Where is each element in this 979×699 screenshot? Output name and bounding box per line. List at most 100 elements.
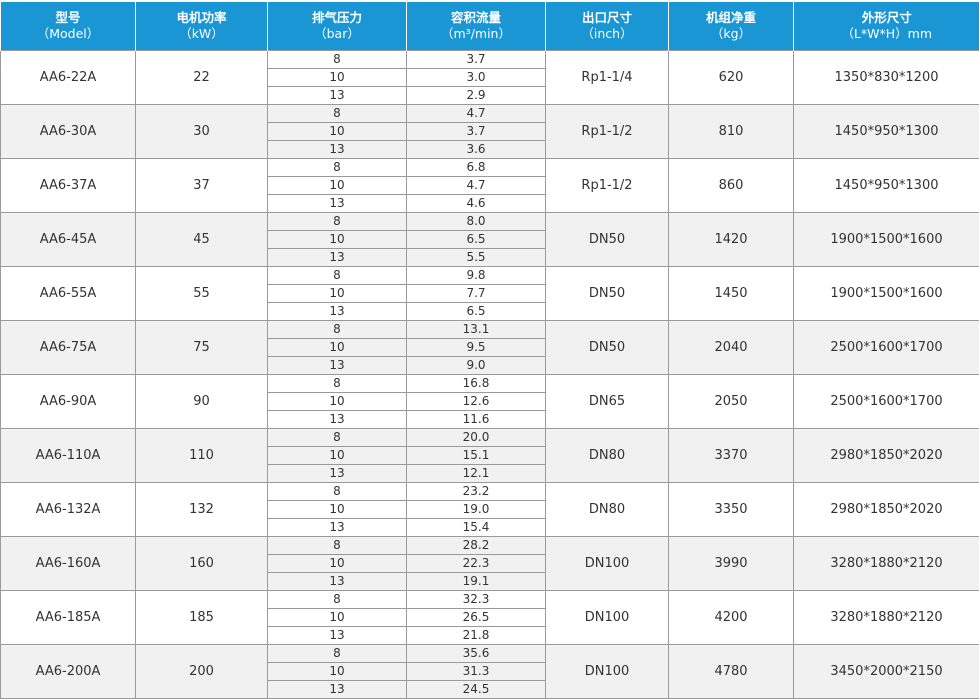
flow-cell: 3.0 — [407, 69, 546, 87]
model-cell: AA6-45A — [1, 213, 136, 267]
weight-cell: 4200 — [669, 591, 794, 645]
pressure-cell: 13 — [268, 627, 407, 645]
header-title: 外形尺寸 — [794, 10, 979, 26]
header-unit: （L*W*H）mm — [794, 26, 979, 42]
power-cell: 185 — [136, 591, 268, 645]
pressure-cell: 13 — [268, 681, 407, 699]
header-row: 型号（Model）电机功率（kW）排气压力（bar）容积流量（m³/min）出口… — [1, 2, 979, 51]
flow-cell: 26.5 — [407, 609, 546, 627]
flow-cell: 9.5 — [407, 339, 546, 357]
flow-cell: 4.7 — [407, 177, 546, 195]
weight-cell: 3350 — [669, 483, 794, 537]
weight-cell: 1450 — [669, 267, 794, 321]
power-cell: 45 — [136, 213, 268, 267]
pressure-cell: 10 — [268, 609, 407, 627]
pressure-cell: 8 — [268, 159, 407, 177]
model-cell: AA6-22A — [1, 51, 136, 105]
flow-cell: 4.6 — [407, 195, 546, 213]
weight-cell: 4780 — [669, 645, 794, 699]
model-cell: AA6-37A — [1, 159, 136, 213]
model-cell: AA6-75A — [1, 321, 136, 375]
dimensions-cell: 3280*1880*2120 — [794, 591, 979, 645]
pressure-cell: 10 — [268, 231, 407, 249]
model-cell: AA6-90A — [1, 375, 136, 429]
flow-cell: 6.5 — [407, 303, 546, 321]
pressure-cell: 8 — [268, 375, 407, 393]
flow-cell: 12.6 — [407, 393, 546, 411]
pressure-cell: 13 — [268, 573, 407, 591]
outlet-cell: DN100 — [546, 591, 669, 645]
pressure-cell: 8 — [268, 591, 407, 609]
header-dimensions: 外形尺寸（L*W*H）mm — [794, 2, 979, 51]
dimensions-cell: 2500*1600*1700 — [794, 321, 979, 375]
flow-cell: 5.5 — [407, 249, 546, 267]
model-cell: AA6-30A — [1, 105, 136, 159]
pressure-cell: 10 — [268, 555, 407, 573]
weight-cell: 3990 — [669, 537, 794, 591]
pressure-cell: 10 — [268, 393, 407, 411]
model-cell: AA6-185A — [1, 591, 136, 645]
pressure-cell: 8 — [268, 51, 407, 69]
flow-cell: 19.1 — [407, 573, 546, 591]
header-title: 机组净重 — [669, 10, 793, 26]
header-title: 电机功率 — [136, 10, 267, 26]
header-flow: 容积流量（m³/min） — [407, 2, 546, 51]
flow-cell: 31.3 — [407, 663, 546, 681]
weight-cell: 860 — [669, 159, 794, 213]
flow-cell: 24.5 — [407, 681, 546, 699]
outlet-cell: DN80 — [546, 429, 669, 483]
model-cell: AA6-200A — [1, 645, 136, 699]
header-unit: （inch） — [546, 26, 668, 42]
flow-cell: 23.2 — [407, 483, 546, 501]
outlet-cell: DN65 — [546, 375, 669, 429]
dimensions-cell: 1450*950*1300 — [794, 105, 979, 159]
pressure-cell: 13 — [268, 519, 407, 537]
power-cell: 200 — [136, 645, 268, 699]
pressure-cell: 8 — [268, 213, 407, 231]
outlet-cell: DN50 — [546, 213, 669, 267]
weight-cell: 1420 — [669, 213, 794, 267]
pressure-cell: 13 — [268, 357, 407, 375]
header-title: 型号 — [1, 10, 135, 26]
header-title: 容积流量 — [407, 10, 545, 26]
pressure-cell: 10 — [268, 285, 407, 303]
dimensions-cell: 1900*1500*1600 — [794, 213, 979, 267]
flow-cell: 3.7 — [407, 51, 546, 69]
header-title: 排气压力 — [268, 10, 406, 26]
pressure-cell: 8 — [268, 537, 407, 555]
pressure-cell: 10 — [268, 447, 407, 465]
power-cell: 30 — [136, 105, 268, 159]
pressure-cell: 8 — [268, 429, 407, 447]
pressure-cell: 13 — [268, 195, 407, 213]
pressure-cell: 10 — [268, 663, 407, 681]
flow-cell: 28.2 — [407, 537, 546, 555]
pressure-cell: 10 — [268, 69, 407, 87]
pressure-cell: 10 — [268, 339, 407, 357]
flow-cell: 11.6 — [407, 411, 546, 429]
power-cell: 22 — [136, 51, 268, 105]
dimensions-cell: 2980*1850*2020 — [794, 483, 979, 537]
dimensions-cell: 3450*2000*2150 — [794, 645, 979, 699]
flow-cell: 21.8 — [407, 627, 546, 645]
weight-cell: 2040 — [669, 321, 794, 375]
flow-cell: 2.9 — [407, 87, 546, 105]
pressure-cell: 8 — [268, 321, 407, 339]
flow-cell: 9.0 — [407, 357, 546, 375]
pressure-cell: 13 — [268, 87, 407, 105]
weight-cell: 3370 — [669, 429, 794, 483]
weight-cell: 810 — [669, 105, 794, 159]
header-unit: （Model） — [1, 26, 135, 42]
header-unit: （bar） — [268, 26, 406, 42]
power-cell: 75 — [136, 321, 268, 375]
pressure-cell: 13 — [268, 465, 407, 483]
